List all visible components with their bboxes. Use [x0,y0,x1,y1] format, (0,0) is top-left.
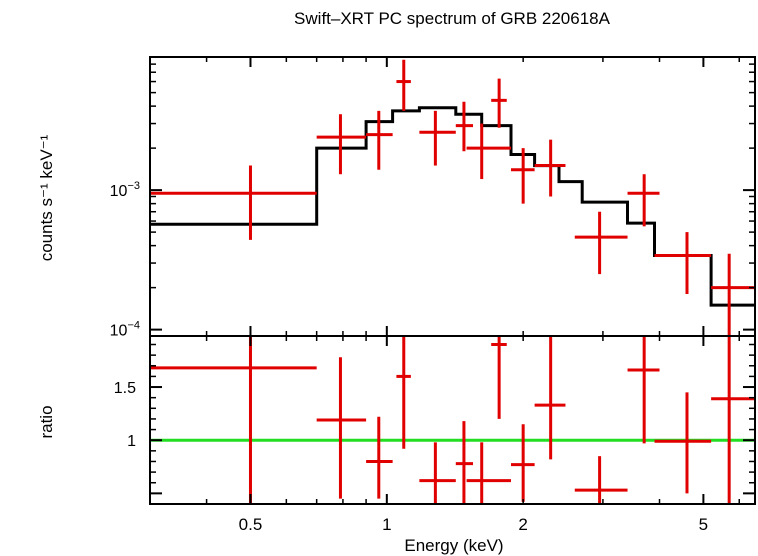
x-tick-label: 2 [518,515,527,534]
ratio-frame [149,335,756,505]
x-tick-label: 5 [699,515,708,534]
spectrum-point-4 [396,59,411,111]
spectrum-point-7 [466,123,511,180]
x-axis-label: Energy (keV) [404,536,503,555]
spectrum-point-8 [491,78,507,128]
x-tick-label: 0.5 [239,515,263,534]
y-tick-label-bottom: 1 [127,433,136,450]
spectrum-point-12 [627,174,660,227]
spectrum-point-14 [711,253,755,336]
spectrum-panel: 10−3 10−4 [110,56,756,340]
spectrum-plot-area [150,59,755,336]
spectrum-point-11 [574,211,628,275]
ratio-point-8 [491,336,507,419]
spectrum-point-3 [366,110,393,170]
spectrum-point-6 [455,101,474,152]
ratio-point-11 [574,456,628,504]
spectrum-point-13 [654,232,712,295]
ratio-point-6 [455,421,474,504]
y-tick-label-top: 10−4 [110,320,140,340]
spectrum-point-5 [419,110,456,166]
ratio-point-7 [466,442,511,504]
ratio-point-12 [627,336,660,444]
ratio-point-5 [419,442,456,504]
ratio-point-10 [534,336,566,460]
spectrum-point-9 [510,148,535,204]
y-tick-label-top: 10−3 [110,180,140,200]
spectrum-point-1 [150,165,317,240]
bottom-y-axis-label: ratio [37,405,56,438]
ratio-point-1 [150,336,317,504]
ratio-plot-area [150,336,755,504]
ratio-panel: 0.5 1 2 5 1 1.5 [114,335,756,534]
spectrum-point-10 [534,139,566,197]
x-tick-label: 1 [382,515,391,534]
top-y-axis-label: counts s⁻¹ keV⁻¹ [37,134,56,261]
y-tick-label-bottom: 1.5 [114,380,136,397]
spectrum-point-2 [316,114,367,175]
ratio-point-14 [711,336,755,504]
ratio-point-4 [396,336,411,449]
chart-title: Swift–XRT PC spectrum of GRB 220618A [294,9,611,28]
ratio-point-3 [366,416,393,499]
ratio-point-9 [510,424,535,502]
ratio-point-2 [316,357,367,499]
ratio-point-13 [654,392,712,494]
